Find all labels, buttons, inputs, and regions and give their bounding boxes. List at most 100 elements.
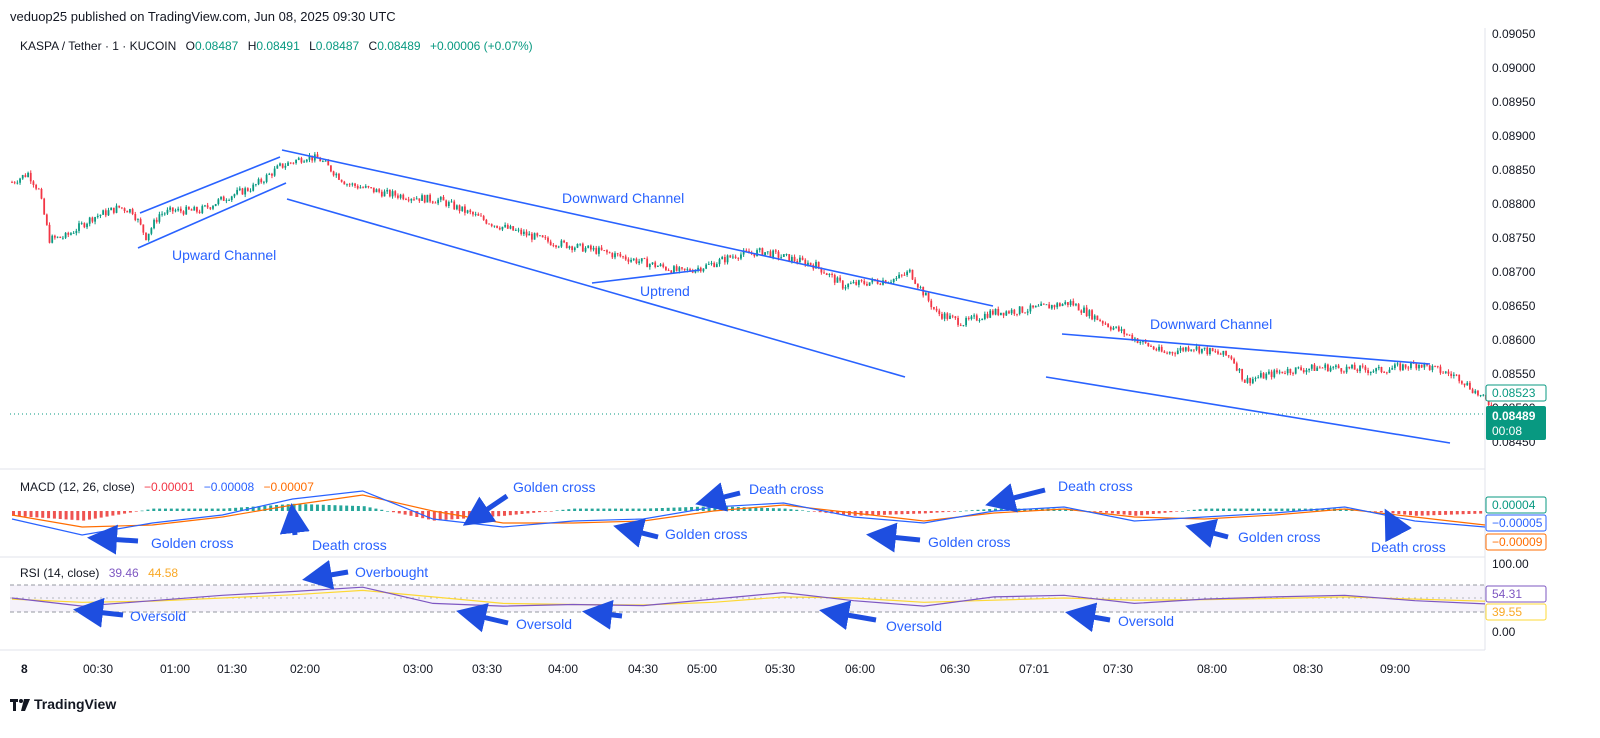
candle[interactable]: [150, 227, 153, 236]
candle[interactable]: [1058, 302, 1061, 307]
candle[interactable]: [62, 235, 64, 240]
candle[interactable]: [383, 189, 386, 197]
candle[interactable]: [1289, 368, 1292, 376]
candle[interactable]: [1335, 364, 1337, 370]
candle[interactable]: [1238, 368, 1241, 374]
candle[interactable]: [220, 196, 222, 201]
candle[interactable]: [413, 196, 415, 202]
candle[interactable]: [1321, 367, 1324, 369]
candle[interactable]: [799, 255, 801, 263]
candle[interactable]: [793, 254, 796, 264]
candle[interactable]: [608, 251, 611, 254]
candle[interactable]: [308, 153, 311, 163]
candle[interactable]: [1032, 305, 1034, 309]
candle[interactable]: [911, 269, 914, 281]
candle[interactable]: [528, 231, 531, 236]
candle[interactable]: [860, 279, 863, 283]
candle[interactable]: [659, 263, 662, 267]
candle[interactable]: [949, 313, 951, 320]
candle[interactable]: [107, 207, 110, 216]
candle[interactable]: [469, 208, 472, 215]
candle[interactable]: [801, 255, 804, 261]
candle[interactable]: [437, 197, 440, 206]
candle[interactable]: [43, 197, 46, 215]
candle[interactable]: [962, 324, 965, 327]
candle[interactable]: [1040, 301, 1043, 306]
candle[interactable]: [70, 232, 72, 236]
candle[interactable]: [214, 203, 217, 207]
candle[interactable]: [983, 311, 986, 321]
candle[interactable]: [24, 173, 27, 178]
candle[interactable]: [681, 267, 683, 271]
candle[interactable]: [123, 207, 126, 214]
candle[interactable]: [935, 306, 938, 313]
candle[interactable]: [697, 265, 699, 273]
candle[interactable]: [268, 172, 271, 176]
candle[interactable]: [531, 232, 533, 243]
candle[interactable]: [1093, 314, 1096, 322]
candle[interactable]: [244, 186, 247, 198]
candle[interactable]: [841, 280, 844, 290]
candle[interactable]: [1005, 310, 1008, 317]
candle[interactable]: [1351, 364, 1353, 370]
candle[interactable]: [1407, 365, 1410, 371]
candle[interactable]: [96, 213, 99, 219]
candle[interactable]: [29, 170, 32, 184]
candle[interactable]: [898, 272, 900, 279]
candle[interactable]: [289, 162, 292, 165]
candle[interactable]: [863, 278, 866, 286]
candle[interactable]: [139, 217, 142, 226]
candle[interactable]: [330, 165, 332, 173]
candle[interactable]: [271, 172, 273, 179]
candle[interactable]: [493, 225, 496, 228]
candle[interactable]: [967, 316, 970, 321]
candle[interactable]: [378, 188, 381, 194]
candle[interactable]: [193, 205, 196, 211]
candle[interactable]: [1310, 364, 1313, 371]
candle[interactable]: [833, 273, 836, 286]
candle[interactable]: [142, 224, 145, 236]
candle[interactable]: [1125, 333, 1128, 336]
candle[interactable]: [1171, 351, 1174, 356]
candle[interactable]: [1305, 368, 1308, 375]
candle[interactable]: [1166, 351, 1168, 355]
candle[interactable]: [53, 234, 56, 240]
candle[interactable]: [600, 245, 603, 251]
candle[interactable]: [1415, 362, 1418, 371]
candle[interactable]: [1115, 326, 1118, 329]
candle[interactable]: [552, 242, 555, 248]
candle[interactable]: [246, 187, 249, 192]
candle[interactable]: [656, 265, 659, 268]
candle[interactable]: [651, 262, 654, 265]
candle[interactable]: [134, 211, 137, 222]
candle[interactable]: [1077, 302, 1080, 311]
candle[interactable]: [673, 264, 675, 274]
candle[interactable]: [970, 314, 973, 321]
candle[interactable]: [40, 187, 43, 200]
candle[interactable]: [91, 216, 94, 224]
candle[interactable]: [120, 207, 123, 210]
candle[interactable]: [1361, 363, 1364, 369]
candle[interactable]: [919, 285, 922, 289]
candle[interactable]: [1428, 365, 1431, 371]
candle[interactable]: [402, 193, 405, 201]
candle[interactable]: [1439, 364, 1442, 375]
candle[interactable]: [11, 180, 13, 184]
candle[interactable]: [1474, 389, 1477, 395]
candle[interactable]: [1380, 366, 1383, 374]
candle[interactable]: [713, 261, 716, 268]
candle[interactable]: [281, 163, 284, 169]
candle[interactable]: [1294, 367, 1297, 375]
candle[interactable]: [606, 249, 608, 255]
candle[interactable]: [927, 291, 930, 303]
candle[interactable]: [1217, 349, 1219, 355]
candle[interactable]: [496, 225, 498, 229]
candle[interactable]: [718, 257, 721, 267]
candle[interactable]: [399, 193, 402, 200]
candle[interactable]: [458, 204, 461, 214]
candle[interactable]: [174, 208, 177, 213]
candle[interactable]: [1064, 300, 1067, 306]
candle[interactable]: [906, 270, 909, 277]
candle[interactable]: [1450, 371, 1453, 379]
candle[interactable]: [252, 182, 255, 192]
